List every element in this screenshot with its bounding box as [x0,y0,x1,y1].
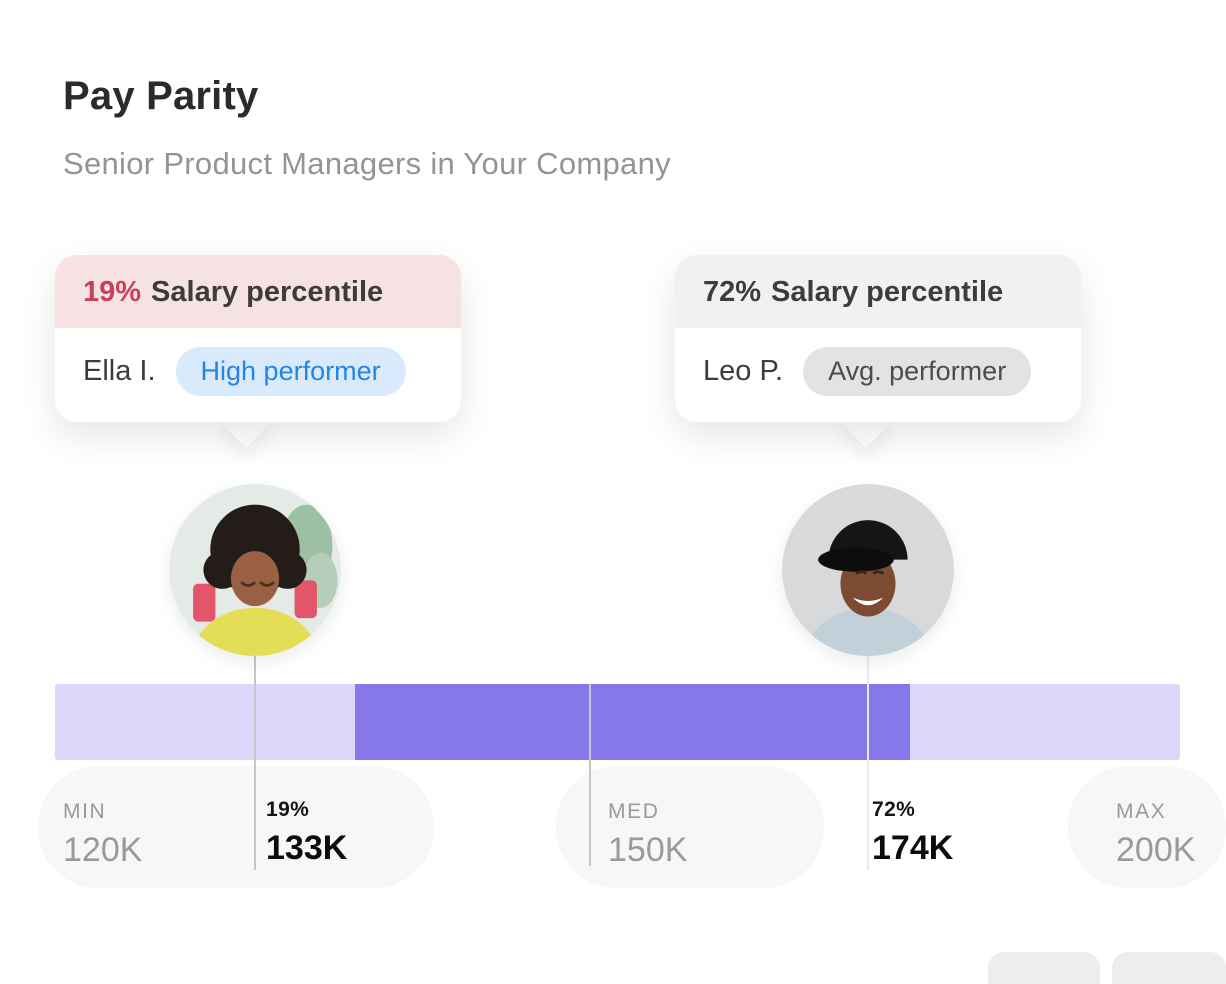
decorative-blob [556,766,824,888]
tick-label: MIN [63,800,107,823]
tick-leo-salary: 72% 174K [872,798,953,868]
marker-line-median [589,684,591,866]
tick-median: MED 150K [608,800,687,870]
man-with-black-cap-avatar-icon [782,484,954,656]
performance-badge: High performer [175,347,406,396]
tick-max: MAX 200K [1116,800,1195,870]
avatar-ella[interactable] [169,484,341,656]
salary-highlight-band [355,684,910,760]
tick-value: 174K [872,829,954,867]
employee-name: Leo P. [703,355,784,387]
decorative-corner-shape [1112,952,1226,984]
tooltip-card-ella: 19% Salary percentile Ella I. High perfor… [55,255,461,422]
page-subtitle: Senior Product Managers in Your Company [63,146,671,181]
marker-line-ella [254,652,256,870]
tick-value: 133K [266,829,348,867]
tooltip-header: 72% Salary percentile [675,255,1081,328]
percentile-value: 72% [703,276,762,308]
tick-ella-salary: 19% 133K [266,798,347,868]
tick-label: MED [608,800,660,823]
salary-range-bar [55,684,1180,760]
employee-name: Ella I. [83,355,156,387]
decorative-blob [1068,766,1226,888]
tick-min: MIN 120K [63,800,142,870]
tick-value: 120K [63,831,143,869]
decorative-blob [38,766,434,888]
tick-label: 72% [872,798,916,821]
tooltip-header: 19% Salary percentile [55,255,461,328]
percentile-label: Salary percentile [151,276,384,308]
marker-line-leo [867,652,869,870]
tick-value: 150K [608,831,688,869]
percentile-value: 19% [83,276,142,308]
woman-with-afro-avatar-icon [169,484,341,656]
tick-value: 200K [1116,831,1196,869]
performance-badge: Avg. performer [803,347,1032,396]
tooltip-body: Ella I. High performer [55,328,461,422]
tooltip-card-leo: 72% Salary percentile Leo P. Avg. perform… [675,255,1081,422]
tick-label: MAX [1116,800,1167,823]
page-title: Pay Parity [63,74,259,118]
tooltip-body: Leo P. Avg. performer [675,328,1081,422]
percentile-label: Salary percentile [771,276,1004,308]
avatar-leo[interactable] [782,484,954,656]
tick-label: 19% [266,798,310,821]
decorative-corner-shape [988,952,1100,984]
